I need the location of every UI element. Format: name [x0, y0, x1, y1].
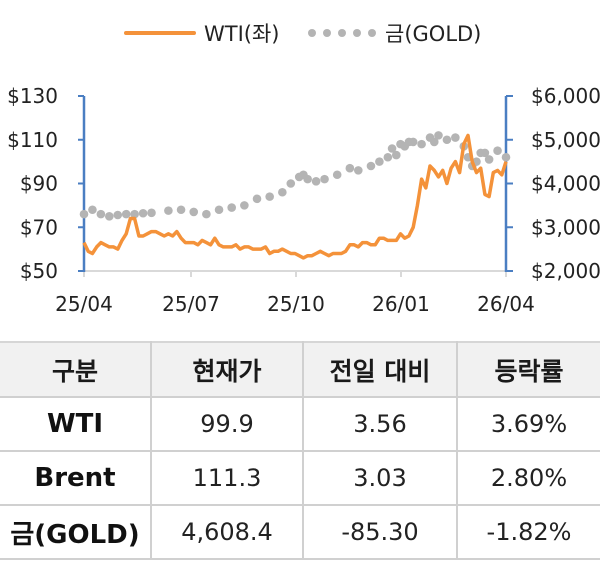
chart-legend: WTI(좌) 금(GOLD) [0, 18, 600, 52]
left-tick-label: $110 [7, 128, 58, 152]
table-header-row: 구분 현재가 전일 대비 등락률 [0, 341, 600, 398]
dots-swatch-icon [308, 29, 376, 37]
row-name: 금(GOLD) [0, 504, 152, 560]
header-change-rate: 등락률 [456, 341, 600, 398]
header-daily-change: 전일 대비 [302, 341, 458, 398]
right-tick-label: $2,000 [531, 259, 600, 283]
table-row: WTI 99.9 3.56 3.69% [0, 396, 600, 452]
row-name: WTI [0, 396, 152, 452]
gold-series-dots [79, 131, 511, 221]
axis-labels: $50 $70 $90 $110 $130 $2,000 $3,000 $4,000 $5,00… [7, 84, 600, 316]
line-swatch-icon [124, 31, 196, 35]
right-tick-label: $6,000 [531, 84, 600, 108]
left-tick-label: $90 [20, 172, 58, 196]
row-change: 3.03 [302, 450, 458, 506]
row-change: -85.30 [302, 504, 458, 560]
wti-series-line [82, 133, 508, 260]
table-row: Brent 111.3 3.03 2.80% [0, 450, 600, 506]
left-tick-label: $50 [20, 259, 58, 283]
x-tick-label: 25/07 [162, 292, 220, 316]
header-current-price: 현재가 [150, 341, 304, 398]
x-tick-label: 26/04 [477, 292, 535, 316]
row-rate: -1.82% [456, 504, 600, 560]
right-y-axis-ticks [506, 95, 513, 272]
right-tick-label: $4,000 [531, 172, 600, 196]
row-rate: 2.80% [456, 450, 600, 506]
x-tick-label: 26/01 [372, 292, 430, 316]
right-tick-label: $5,000 [531, 128, 600, 152]
row-price: 111.3 [150, 450, 304, 506]
left-tick-label: $130 [7, 84, 58, 108]
x-tick-label: 25/10 [267, 292, 325, 316]
header-category: 구분 [0, 341, 152, 398]
left-tick-label: $70 [20, 215, 58, 239]
right-tick-label: $3,000 [531, 215, 600, 239]
row-price: 4,608.4 [150, 504, 304, 560]
row-price: 99.9 [150, 396, 304, 452]
legend-item-wti: WTI(좌) [124, 18, 280, 48]
legend-label-gold: 금(GOLD) [385, 22, 482, 46]
row-change: 3.56 [302, 396, 458, 452]
table-row: 금(GOLD) 4,608.4 -85.30 -1.82% [0, 504, 600, 560]
price-chart: $50 $70 $90 $110 $130 $2,000 $3,000 $4,000 $5,00… [7, 84, 600, 316]
row-name: Brent [0, 450, 152, 506]
price-table: 구분 현재가 전일 대비 등락률 WTI 99.9 3.56 3.69% Bre… [0, 341, 600, 560]
legend-item-gold: 금(GOLD) [308, 18, 481, 48]
left-y-axis-ticks [78, 95, 84, 272]
row-rate: 3.69% [456, 396, 600, 452]
legend-label-wti: WTI(좌) [204, 22, 280, 46]
x-tick-label: 25/04 [55, 292, 113, 316]
